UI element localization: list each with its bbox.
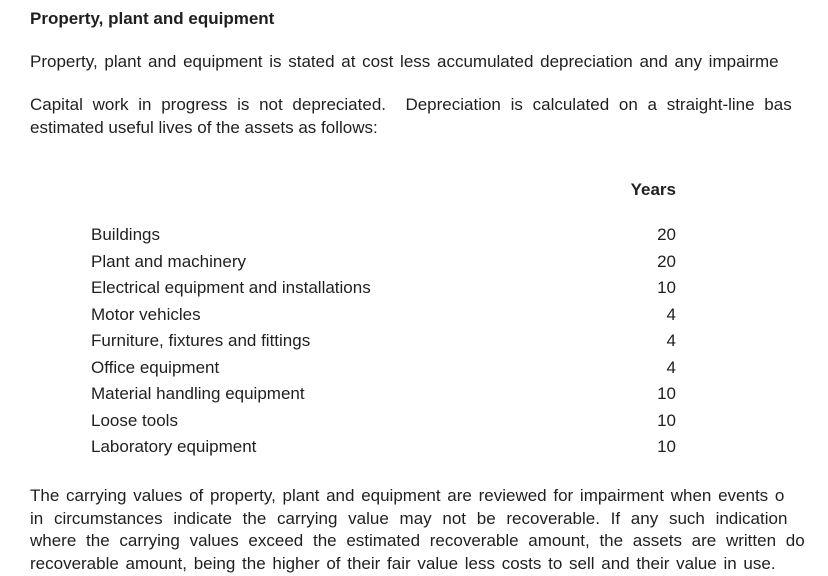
paragraph-impairment-review: The carrying values of property, plant a… [30,485,828,575]
table-row: Furniture, fixtures and fittings 4 [0,328,676,355]
useful-life-years: 4 [666,331,676,350]
paragraph-line: recoverable amount, being the higher of … [30,553,776,573]
table-row: Material handling equipment 10 [0,381,676,408]
useful-lives-table: Buildings 20 Plant and machinery 20 Elec… [0,222,676,461]
useful-life-years: 10 [657,437,676,456]
asset-name: Electrical equipment and installations [91,278,371,297]
useful-life-years: 10 [657,384,676,403]
useful-life-years: 4 [666,357,676,377]
asset-name: Laboratory equipment [91,437,257,456]
paragraph-line: estimated useful lives of the assets as … [30,118,378,137]
table-row: Office equipment 4 [0,355,676,382]
paragraph-depreciation-policy: Capital work in progress is not deprecia… [30,93,828,139]
asset-name: Buildings [91,225,160,244]
paragraph-line: The carrying values of property, plant a… [30,486,785,505]
table-column-header-years: Years [630,180,676,199]
table-row: Loose tools 10 [0,408,676,435]
paragraph-line: Property, plant and equipment is stated … [30,52,779,71]
asset-name: Furniture, fixtures and fittings [91,331,311,350]
useful-life-years: 20 [657,251,676,271]
useful-life-years: 10 [657,278,676,297]
asset-name: Loose tools [91,410,178,430]
paragraph-cost-basis: Property, plant and equipment is stated … [30,50,828,73]
asset-name: Material handling equipment [91,384,305,403]
table-row: Electrical equipment and installations 1… [0,275,676,302]
table-row: Buildings 20 [0,222,676,249]
useful-life-years: 10 [657,410,676,430]
paragraph-line: in circumstances indicate the carrying v… [30,508,788,528]
useful-life-years: 4 [666,304,676,324]
table-row: Plant and machinery 20 [0,249,676,276]
paragraph-line: where the carrying values exceed the est… [30,531,805,551]
table-row: Laboratory equipment 10 [0,434,676,461]
asset-name: Motor vehicles [91,304,201,324]
paragraph-line: Capital work in progress is not deprecia… [30,95,792,114]
table-row: Motor vehicles 4 [0,302,676,329]
section-heading: Property, plant and equipment [30,9,275,28]
asset-name: Plant and machinery [91,251,246,271]
useful-life-years: 20 [657,225,676,244]
asset-name: Office equipment [91,357,220,377]
